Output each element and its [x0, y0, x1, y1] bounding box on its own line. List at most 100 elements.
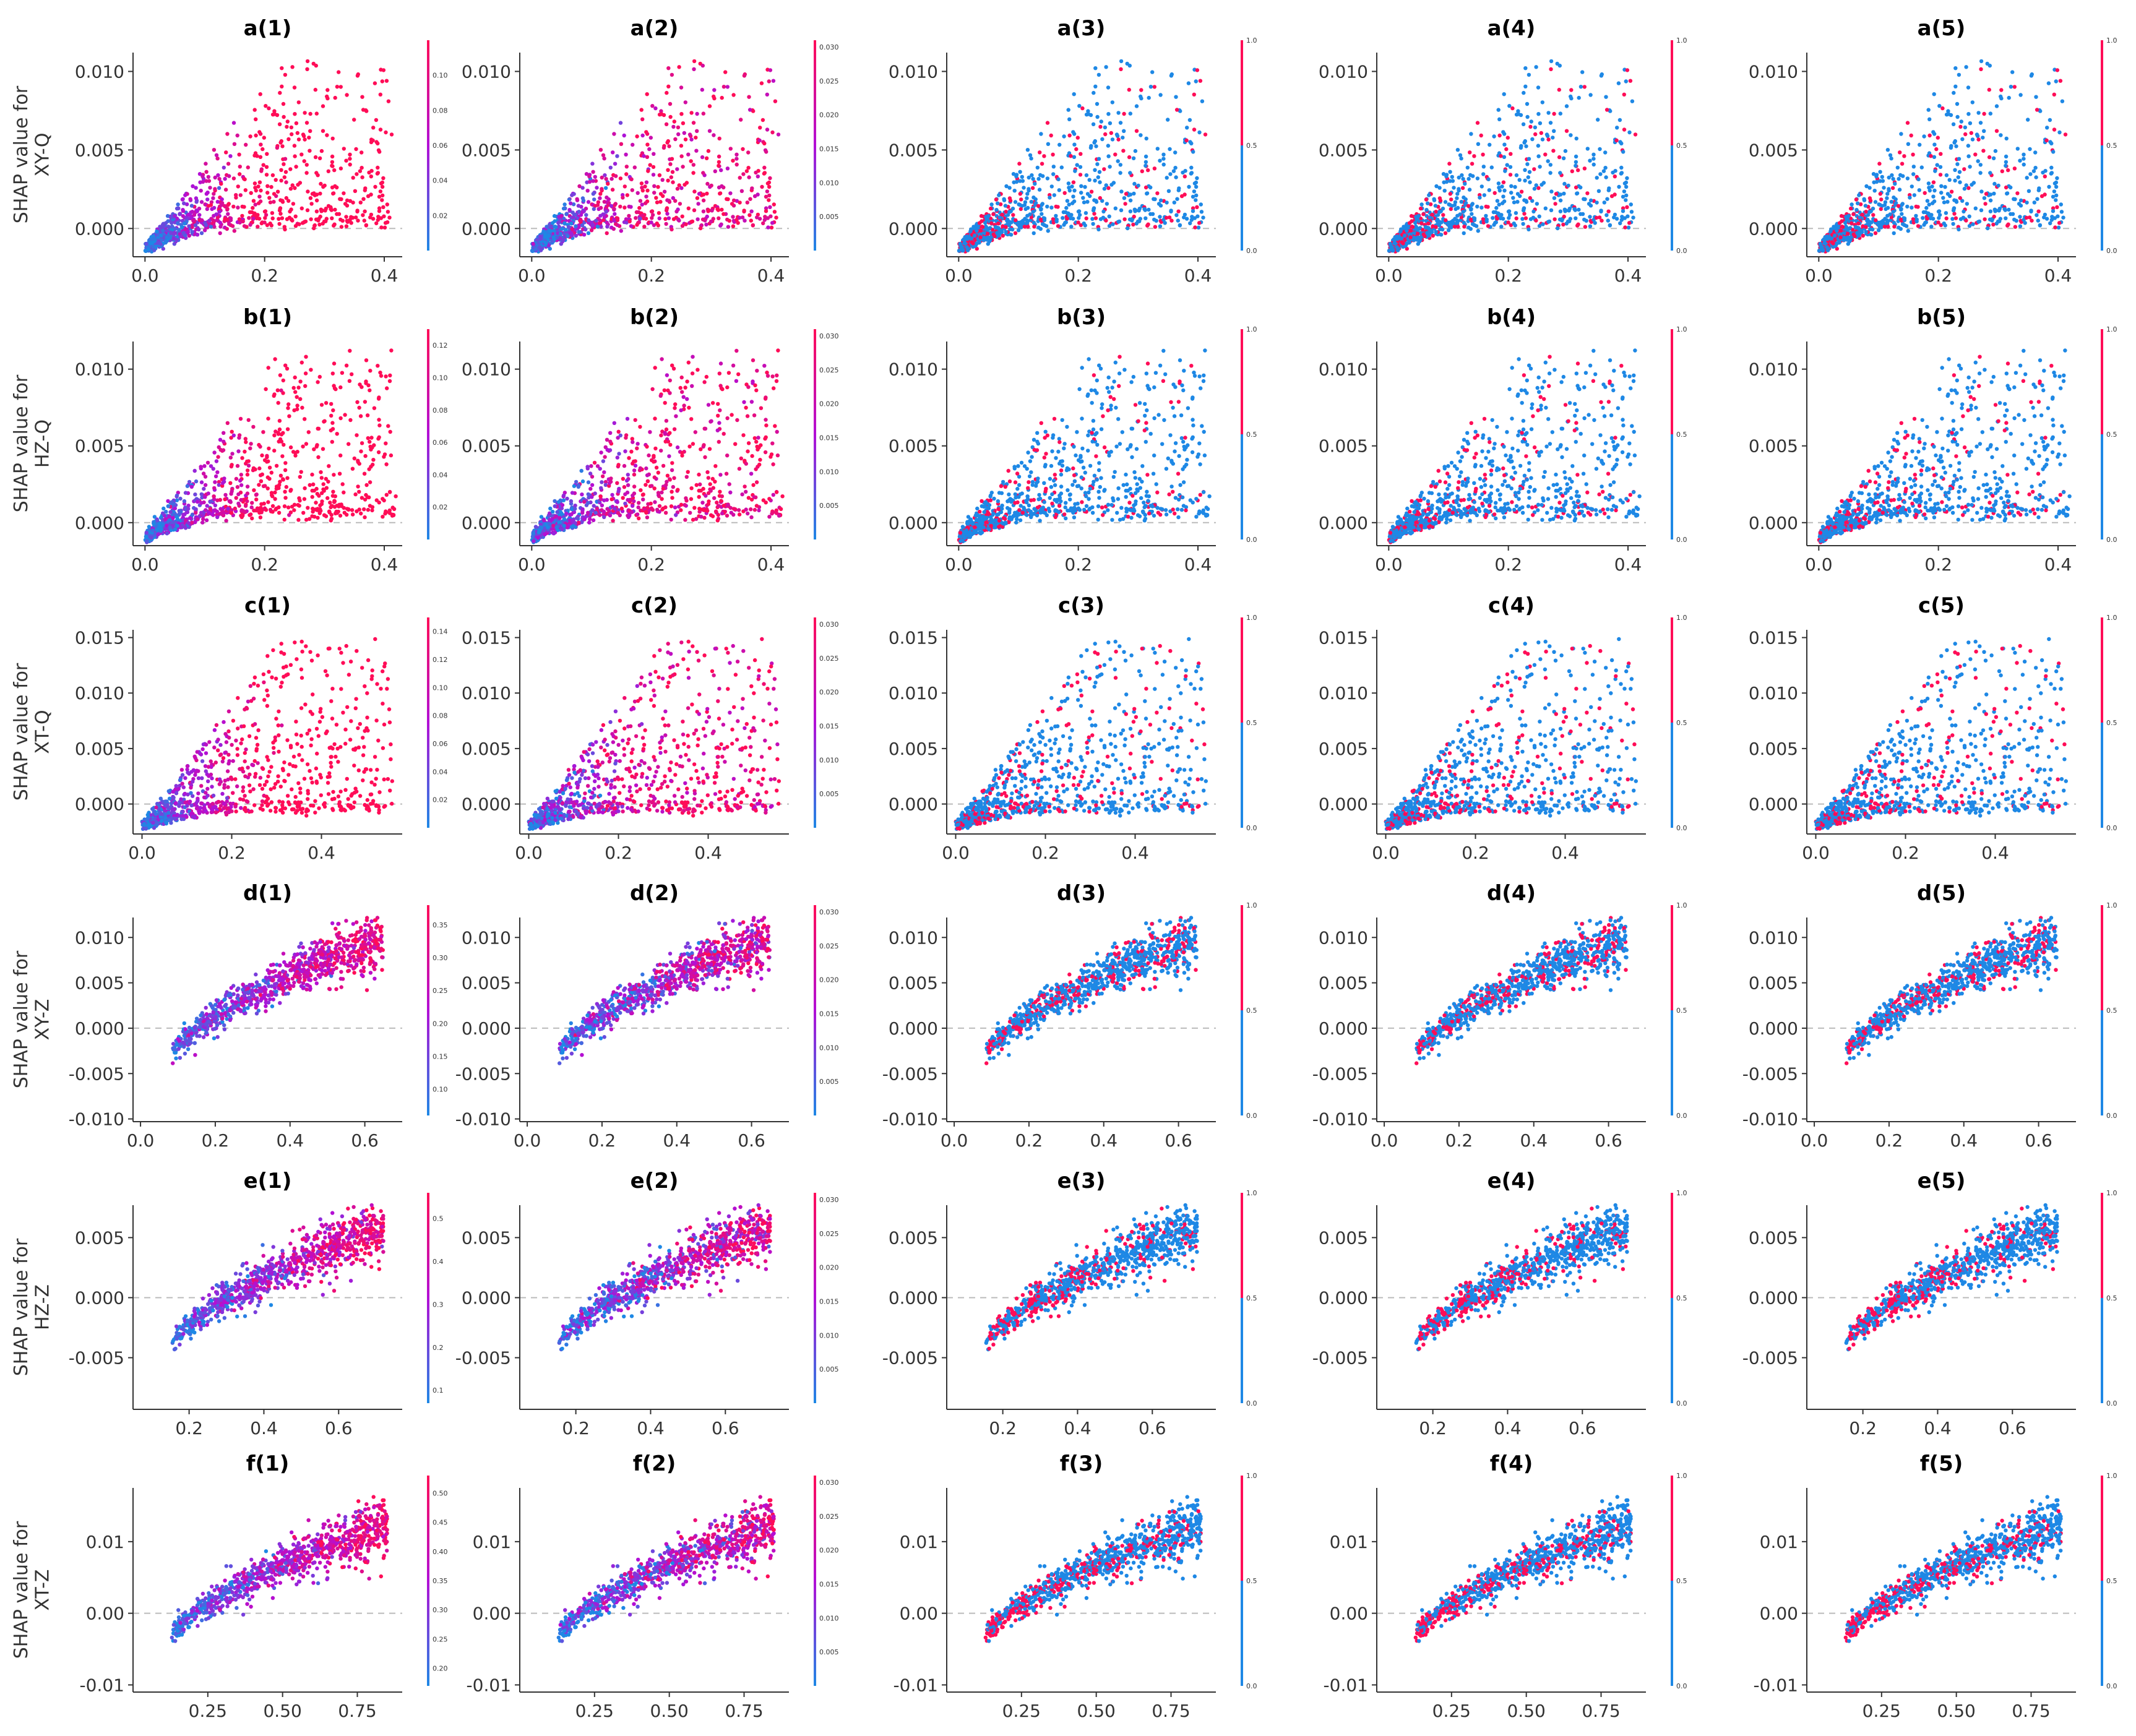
data-point	[181, 231, 185, 234]
data-point	[692, 59, 696, 63]
data-point	[251, 206, 254, 210]
y-tick-label: 0.005	[75, 140, 124, 160]
data-point	[570, 193, 574, 197]
data-point	[283, 73, 287, 77]
data-point	[609, 166, 613, 170]
data-point	[269, 221, 272, 225]
data-point	[175, 207, 179, 210]
data-point	[300, 207, 304, 210]
data-point	[379, 181, 383, 185]
data-point	[592, 197, 596, 201]
data-point	[259, 189, 262, 192]
data-point	[279, 179, 283, 183]
data-point	[272, 192, 276, 196]
data-point	[770, 226, 773, 230]
data-point	[263, 216, 267, 220]
colorbar-tick-label: 0.04	[433, 177, 448, 185]
data-point	[181, 197, 184, 201]
data-point	[276, 190, 280, 194]
data-point	[325, 133, 329, 137]
data-point	[280, 85, 283, 88]
data-point	[200, 218, 204, 222]
data-point	[293, 85, 296, 89]
data-point	[305, 67, 309, 71]
data-point	[345, 199, 349, 202]
data-point	[329, 207, 332, 211]
data-point	[731, 159, 734, 163]
data-point	[700, 155, 704, 159]
data-point	[222, 166, 226, 170]
data-point	[640, 203, 644, 207]
data-point	[265, 165, 269, 169]
data-point	[280, 217, 284, 220]
data-point	[307, 135, 311, 139]
data-point	[225, 227, 229, 231]
data-point	[379, 225, 383, 229]
data-point	[644, 195, 648, 199]
panel-a1: a(1)0.0000.0050.0100.0 0.2 0.40.020.040.06…	[75, 16, 448, 286]
data-point	[379, 93, 382, 97]
data-point	[187, 213, 191, 217]
data-point	[624, 172, 628, 176]
data-point	[233, 229, 236, 233]
data-point	[330, 186, 334, 189]
data-point	[308, 129, 312, 133]
data-point	[670, 175, 673, 179]
data-point	[173, 227, 177, 231]
colorbar	[427, 40, 429, 251]
data-point	[333, 208, 337, 212]
data-point	[325, 95, 329, 98]
data-point	[217, 186, 221, 190]
data-point	[190, 204, 194, 207]
data-point	[296, 131, 299, 135]
data-point	[259, 155, 262, 159]
data-point	[335, 212, 338, 216]
data-point	[165, 235, 168, 239]
data-point	[376, 166, 379, 170]
data-point	[217, 210, 221, 213]
data-point	[306, 189, 309, 193]
data-point	[385, 79, 389, 83]
data-point	[299, 153, 303, 157]
data-point	[642, 225, 646, 228]
data-point	[760, 81, 764, 85]
data-point	[244, 143, 248, 147]
data-point	[183, 193, 187, 197]
data-point	[330, 160, 334, 164]
data-point	[760, 185, 764, 189]
data-point	[308, 112, 312, 116]
data-point	[312, 226, 316, 230]
data-point	[770, 131, 774, 134]
data-point	[191, 210, 194, 213]
data-point	[314, 155, 317, 159]
data-point	[309, 202, 313, 205]
data-point	[673, 119, 676, 123]
y-tick-label: 0.000	[75, 218, 124, 239]
data-point	[197, 228, 200, 231]
data-point	[334, 96, 337, 100]
data-point	[282, 115, 285, 119]
data-point	[385, 202, 389, 206]
data-point	[611, 187, 614, 191]
data-point	[293, 144, 296, 147]
data-point	[170, 221, 173, 225]
data-point	[237, 153, 241, 157]
data-point	[382, 68, 385, 72]
data-point	[259, 132, 262, 135]
data-point	[339, 85, 343, 88]
data-point	[187, 234, 191, 238]
data-point	[293, 112, 296, 116]
data-point	[381, 205, 385, 209]
data-point	[226, 212, 230, 216]
data-point	[254, 134, 257, 137]
data-point	[212, 148, 216, 152]
data-point	[218, 221, 222, 225]
data-point	[363, 210, 366, 213]
data-point	[275, 146, 279, 150]
data-point	[201, 180, 205, 184]
data-point	[247, 216, 251, 220]
data-point	[263, 210, 267, 213]
data-point	[376, 171, 379, 175]
data-point	[369, 174, 373, 178]
data-point	[377, 150, 381, 153]
